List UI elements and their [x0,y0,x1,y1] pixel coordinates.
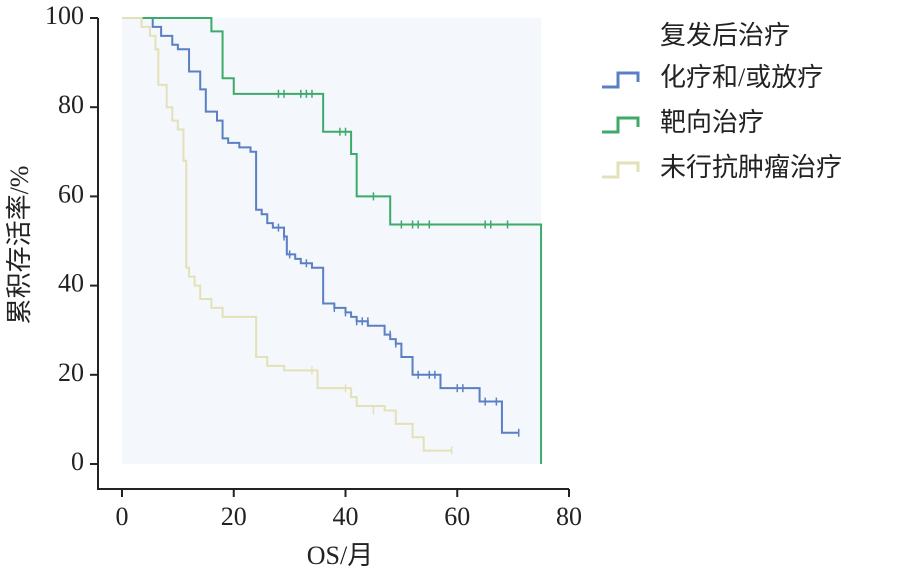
survival-curve [122,17,452,452]
y-tick-label: 100 [45,1,84,30]
x-tick-label: 20 [221,502,247,531]
legend-label: 靶向治疗 [660,108,764,137]
y-tick-label: 80 [58,90,84,119]
y-tick-label: 60 [58,179,84,208]
x-tick-label: 0 [116,502,129,531]
y-tick-label: 20 [58,358,84,387]
y-tick-label: 0 [71,447,84,476]
legend-label: 未行抗肿瘤治疗 [660,153,842,182]
survival-curve [122,17,543,464]
plot-background [122,18,542,464]
legend-title: 复发后治疗 [660,21,790,50]
x-tick-label: 60 [444,502,470,531]
x-axis-label: OS/月 [307,541,373,570]
legend-swatch [602,116,640,134]
x-tick-label: 40 [333,502,359,531]
y-axis-label: 累积存活率/% [5,166,34,325]
y-tick-label: 40 [58,269,84,298]
legend-swatch [602,71,640,89]
legend-label: 化疗和/或放疗 [660,63,823,92]
x-tick-label: 80 [556,502,582,531]
legend-swatch [602,161,640,179]
